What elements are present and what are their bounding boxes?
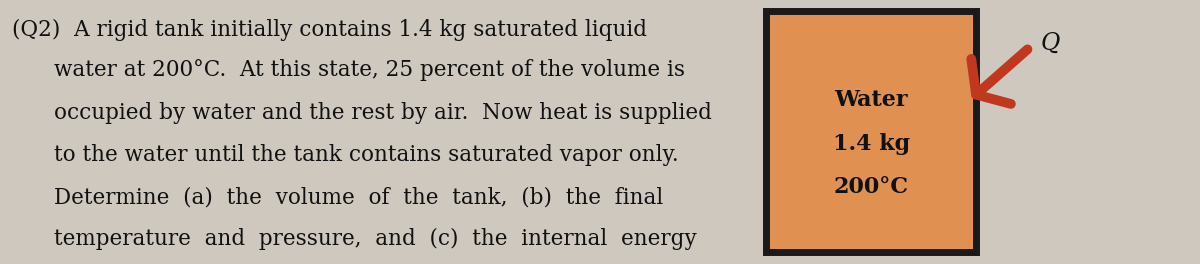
FancyBboxPatch shape: [766, 11, 976, 252]
Text: Determine  (a)  the  volume  of  the  tank,  (b)  the  final: Determine (a) the volume of the tank, (b…: [54, 186, 664, 208]
Text: Water: Water: [834, 89, 908, 111]
Text: temperature  and  pressure,  and  (c)  the  internal  energy: temperature and pressure, and (c) the in…: [54, 228, 697, 251]
Text: to the water until the tank contains saturated vapor only.: to the water until the tank contains sat…: [54, 144, 679, 166]
Text: 200°C: 200°C: [834, 176, 908, 199]
Text: (Q2)  A rigid tank initially contains 1.4 kg saturated liquid: (Q2) A rigid tank initially contains 1.4…: [12, 18, 647, 41]
Text: water at 200°C.  At this state, 25 percent of the volume is: water at 200°C. At this state, 25 percen…: [54, 59, 685, 81]
Text: occupied by water and the rest by air.  Now heat is supplied: occupied by water and the rest by air. N…: [54, 102, 712, 124]
Text: Q: Q: [1040, 32, 1060, 55]
Text: 1.4 kg: 1.4 kg: [833, 133, 910, 155]
